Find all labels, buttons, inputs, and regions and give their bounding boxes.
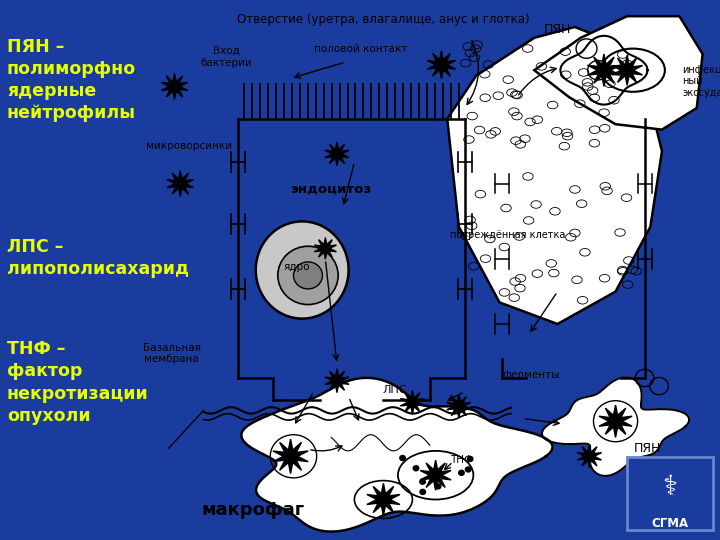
Text: СГМА: СГМА [652,517,688,530]
Polygon shape [542,377,689,476]
Polygon shape [599,405,632,437]
Text: Отверстие (уретра, влагалище, анус и глотка): Отверстие (уретра, влагалище, анус и гло… [237,14,530,26]
Circle shape [467,456,474,462]
Ellipse shape [278,246,338,305]
Polygon shape [325,142,349,166]
FancyBboxPatch shape [627,457,713,530]
Polygon shape [325,369,349,393]
Text: повреждённая клетка: повреждённая клетка [451,230,566,240]
Text: Базальная
мембрана: Базальная мембрана [143,343,201,364]
Polygon shape [447,27,662,324]
Text: ЛПС –
липополисахарид: ЛПС – липополисахарид [7,238,189,278]
Text: инфекцион-
ный
экссудат: инфекцион- ный экссудат [683,65,720,98]
Text: ферменты: ферменты [503,370,559,380]
Polygon shape [588,54,621,86]
Text: ПЯН: ПЯН [544,23,571,36]
Polygon shape [577,444,602,468]
Circle shape [419,489,426,495]
Text: ЛПС: ЛПС [383,385,408,395]
Circle shape [413,465,420,471]
Text: ПЯН: ПЯН [634,442,661,455]
Circle shape [435,483,441,490]
Polygon shape [446,394,471,418]
Circle shape [464,466,472,472]
Polygon shape [400,390,425,414]
Text: микроворсинки: микроворсинки [146,141,232,151]
Polygon shape [315,238,336,259]
Text: макрофаг: макрофаг [202,501,305,519]
Polygon shape [534,16,703,130]
Text: ПЯН –
полиморфно
ядерные
нейтрофилы: ПЯН – полиморфно ядерные нейтрофилы [7,38,136,123]
Text: половой контакт: половой контакт [313,44,407,53]
Polygon shape [161,73,188,99]
Circle shape [294,262,323,289]
Text: ядро: ядро [283,262,310,272]
Polygon shape [612,55,643,85]
Polygon shape [427,51,456,79]
Polygon shape [560,36,647,105]
Polygon shape [241,378,552,531]
Text: ⚕: ⚕ [662,473,678,501]
Text: ТНФ: ТНФ [450,455,473,465]
Circle shape [458,470,465,476]
Circle shape [419,478,426,485]
Text: эндоцитоз: эндоцитоз [291,183,372,195]
Polygon shape [420,460,451,490]
Circle shape [399,455,406,461]
Polygon shape [273,439,308,474]
Polygon shape [367,483,400,516]
Polygon shape [167,171,194,197]
Text: Вход
бактерии: Вход бактерии [201,46,253,68]
Ellipse shape [256,221,348,319]
Text: ТНФ –
фактор
некротизации
опухоли: ТНФ – фактор некротизации опухоли [7,340,149,425]
